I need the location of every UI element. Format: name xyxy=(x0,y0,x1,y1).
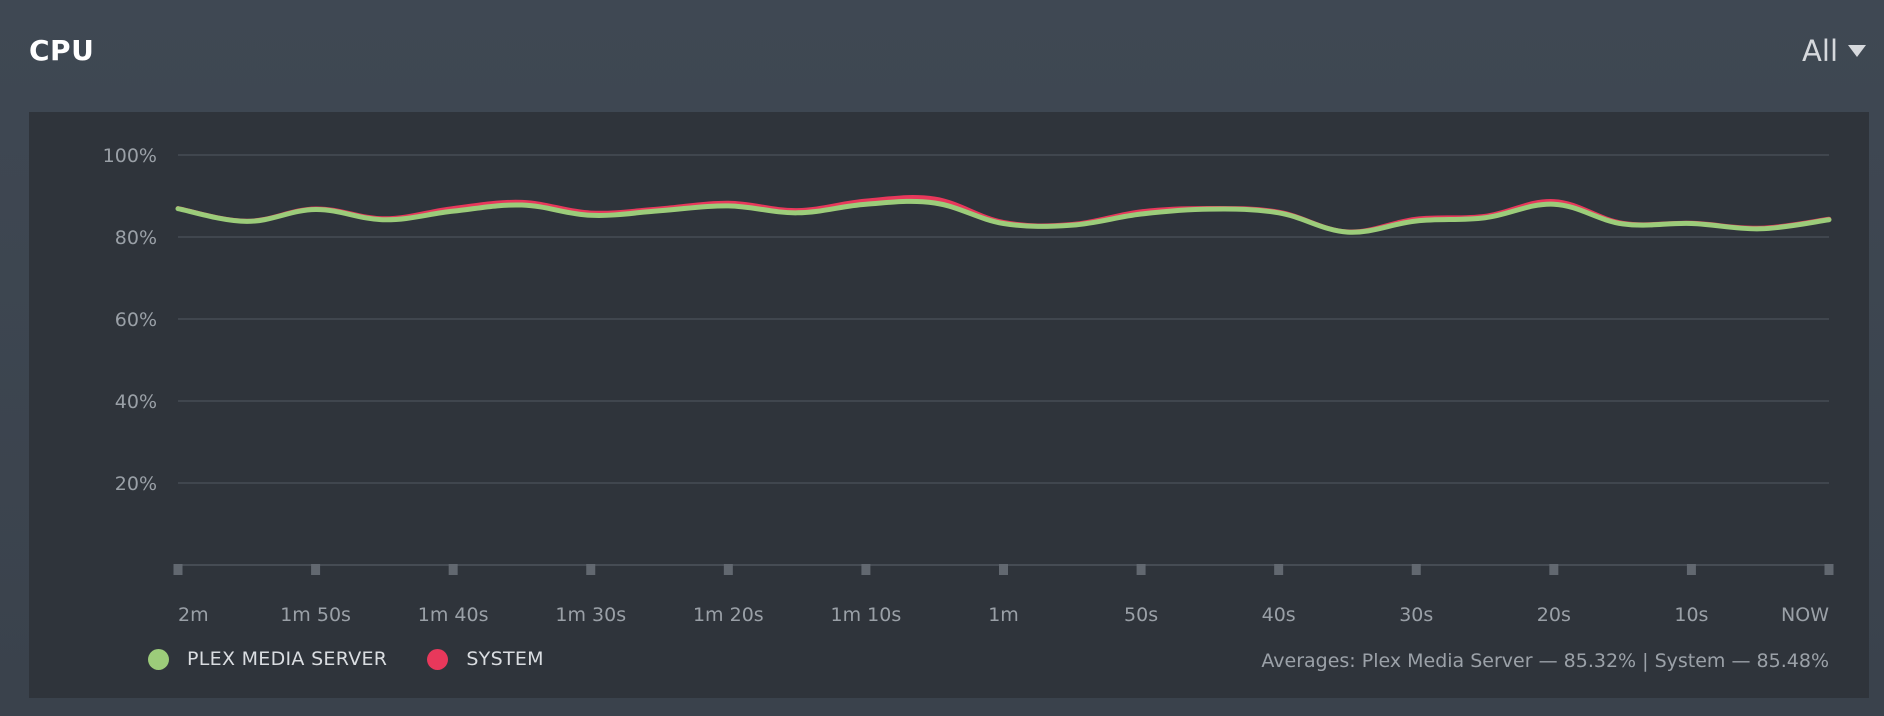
x-tick-label: 50s xyxy=(1124,604,1158,626)
x-tick-mark xyxy=(1411,564,1421,575)
filter-dropdown[interactable]: All xyxy=(1802,34,1866,68)
legend-label: PLEX MEDIA SERVER xyxy=(187,648,388,670)
x-tick-mark xyxy=(1549,564,1559,575)
x-tick-label: 30s xyxy=(1399,604,1433,626)
x-tick-label: 40s xyxy=(1262,604,1296,626)
series-line-plex xyxy=(175,198,1832,235)
x-tick-label: NOW xyxy=(1781,604,1829,626)
x-tick-mark xyxy=(1274,564,1284,575)
averages-separator: | xyxy=(1642,650,1649,672)
legend-dot-icon xyxy=(427,648,449,670)
x-tick-mark xyxy=(1136,564,1146,575)
filter-dropdown-label: All xyxy=(1802,34,1838,68)
x-tick-label: 1m 50s xyxy=(280,604,351,626)
x-tick-mark xyxy=(723,564,733,575)
caret-down-icon xyxy=(1848,45,1866,57)
x-tick-mark xyxy=(1824,564,1834,575)
averages-dash: — xyxy=(1538,650,1558,672)
y-tick-label: 40% xyxy=(115,391,157,413)
x-tick-label: 1m xyxy=(988,604,1019,626)
x-tick-label: 2m xyxy=(178,604,209,626)
page-title: CPU xyxy=(29,34,95,67)
x-tick-label: 1m 20s xyxy=(693,604,764,626)
averages-prefix: Averages: xyxy=(1261,650,1356,672)
y-tick-label: 20% xyxy=(115,473,157,495)
x-tick-label: 1m 40s xyxy=(418,604,489,626)
x-tick-mark xyxy=(586,564,596,575)
x-tick-mark xyxy=(1686,564,1696,575)
legend-label: SYSTEM xyxy=(466,648,544,670)
averages-system-value: 85.48% xyxy=(1756,650,1829,672)
averages-summary: Averages: Plex Media Server — 85.32% | S… xyxy=(1261,650,1829,672)
y-tick-label: 80% xyxy=(115,227,157,249)
x-tick-label: 10s xyxy=(1674,604,1708,626)
legend: PLEX MEDIA SERVER SYSTEM xyxy=(148,648,584,670)
x-tick-label: 1m 10s xyxy=(831,604,902,626)
x-tick-label: 1m 30s xyxy=(555,604,626,626)
y-tick-label: 60% xyxy=(115,309,157,331)
averages-system-label: System xyxy=(1654,650,1726,672)
x-tick-mark xyxy=(311,564,321,575)
y-tick-label: 100% xyxy=(103,145,157,167)
x-tick-mark xyxy=(448,564,458,575)
legend-dot-icon xyxy=(148,648,169,670)
legend-item-system[interactable]: SYSTEM xyxy=(427,648,544,670)
x-tick-mark xyxy=(861,564,871,575)
x-tick-label: 20s xyxy=(1537,604,1571,626)
averages-dash: — xyxy=(1731,650,1751,672)
averages-plex-value: 85.32% xyxy=(1563,650,1637,672)
x-tick-mark xyxy=(173,564,183,575)
legend-item-plex[interactable]: PLEX MEDIA SERVER xyxy=(148,648,387,670)
averages-plex-label: Plex Media Server xyxy=(1361,650,1533,672)
x-tick-mark xyxy=(999,564,1008,575)
